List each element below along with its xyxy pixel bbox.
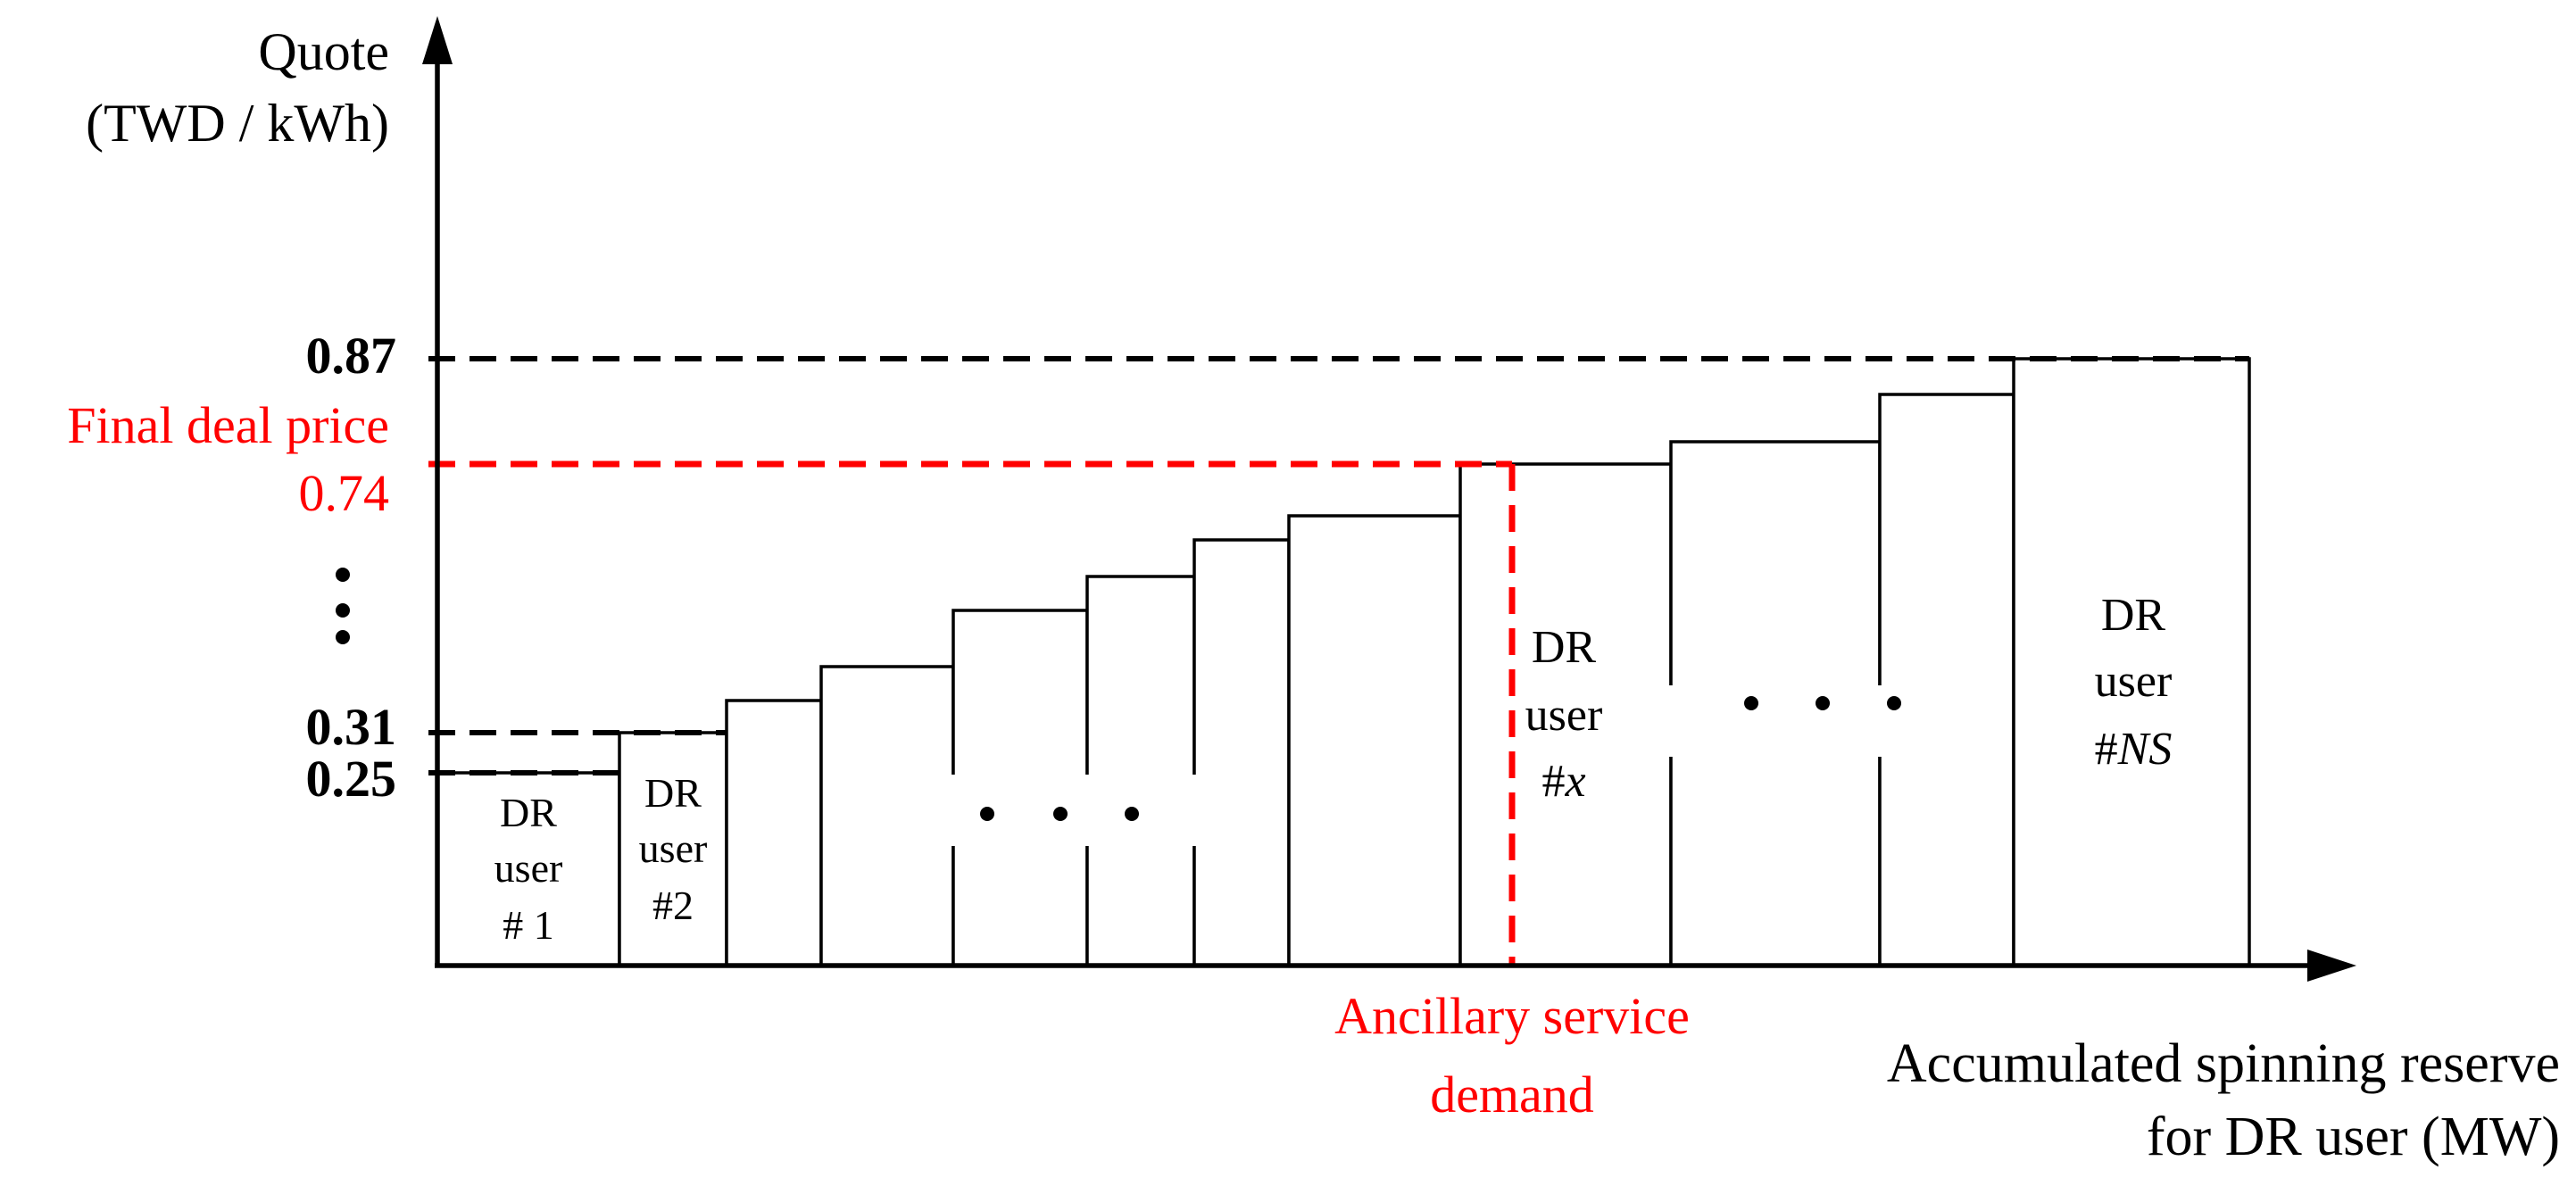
bar-dr-user-x <box>1458 462 1673 967</box>
x-axis-arrow <box>2307 950 2356 982</box>
final-price-value: 0.74 <box>299 464 390 522</box>
dot <box>980 807 994 821</box>
ellipsis-dots-bars-right <box>1744 696 1901 710</box>
y-axis-label-line2: (TWD / kWh) <box>86 94 389 153</box>
dot <box>1053 807 1068 821</box>
userx-hash: # <box>1541 756 1565 807</box>
dot <box>1125 807 1139 821</box>
tick-label-031: 0.31 <box>306 698 397 756</box>
y-axis-arrow <box>422 16 453 64</box>
x-axis-label-line1: Accumulated spinning reserve <box>1887 1033 2560 1094</box>
final-price-label: Final deal price <box>67 396 389 454</box>
bar-11 <box>1878 393 2015 967</box>
dot <box>1887 696 1901 710</box>
bar-3 <box>725 699 823 967</box>
bar-7 <box>1192 538 1291 967</box>
dot <box>1816 696 1830 710</box>
userns-label-user: user <box>2095 656 2173 707</box>
dot <box>336 630 350 644</box>
bar-6 <box>1085 575 1196 967</box>
bar-dr-user-1 <box>436 771 621 967</box>
tick-label-025: 0.25 <box>306 750 397 808</box>
userns-var: NS <box>2117 724 2173 775</box>
x-axis-label-line2: for DR user (MW) <box>2147 1107 2560 1167</box>
user1-label-dr: DR <box>500 790 557 835</box>
user2-label-user: user <box>639 825 708 871</box>
user2-label-dr: DR <box>644 770 702 816</box>
user1-label-num: # 1 <box>503 902 554 948</box>
ellipsis-gap-right <box>1666 685 1889 757</box>
dot <box>336 603 350 618</box>
ellipsis-dots-bars-left <box>980 807 1139 821</box>
userns-label-dr: DR <box>2101 590 2166 641</box>
userx-label-user: user <box>1525 690 1603 741</box>
dot <box>336 568 350 582</box>
demand-label-line2: demand <box>1430 1066 1594 1124</box>
bar-dr-user-ns <box>2012 357 2251 967</box>
ellipsis-dots-axis <box>336 568 350 644</box>
dot <box>1744 696 1758 710</box>
bars <box>436 357 2251 967</box>
bar-dr-user-2 <box>618 731 728 967</box>
user1-label-user: user <box>494 845 563 891</box>
userx-label-num: #x <box>1541 756 1585 807</box>
y-axis-label-line1: Quote <box>258 22 389 81</box>
user2-label-num: #2 <box>652 883 694 928</box>
tick-label-087: 0.87 <box>306 327 397 385</box>
bar-8 <box>1287 514 1462 967</box>
userx-label-dr: DR <box>1532 622 1597 673</box>
bar-4 <box>819 665 955 967</box>
userx-var: x <box>1564 756 1585 807</box>
userns-label-num: #NS <box>2095 724 2173 775</box>
demand-label-line1: Ancillary service <box>1334 987 1690 1045</box>
userns-hash: # <box>2095 724 2118 775</box>
